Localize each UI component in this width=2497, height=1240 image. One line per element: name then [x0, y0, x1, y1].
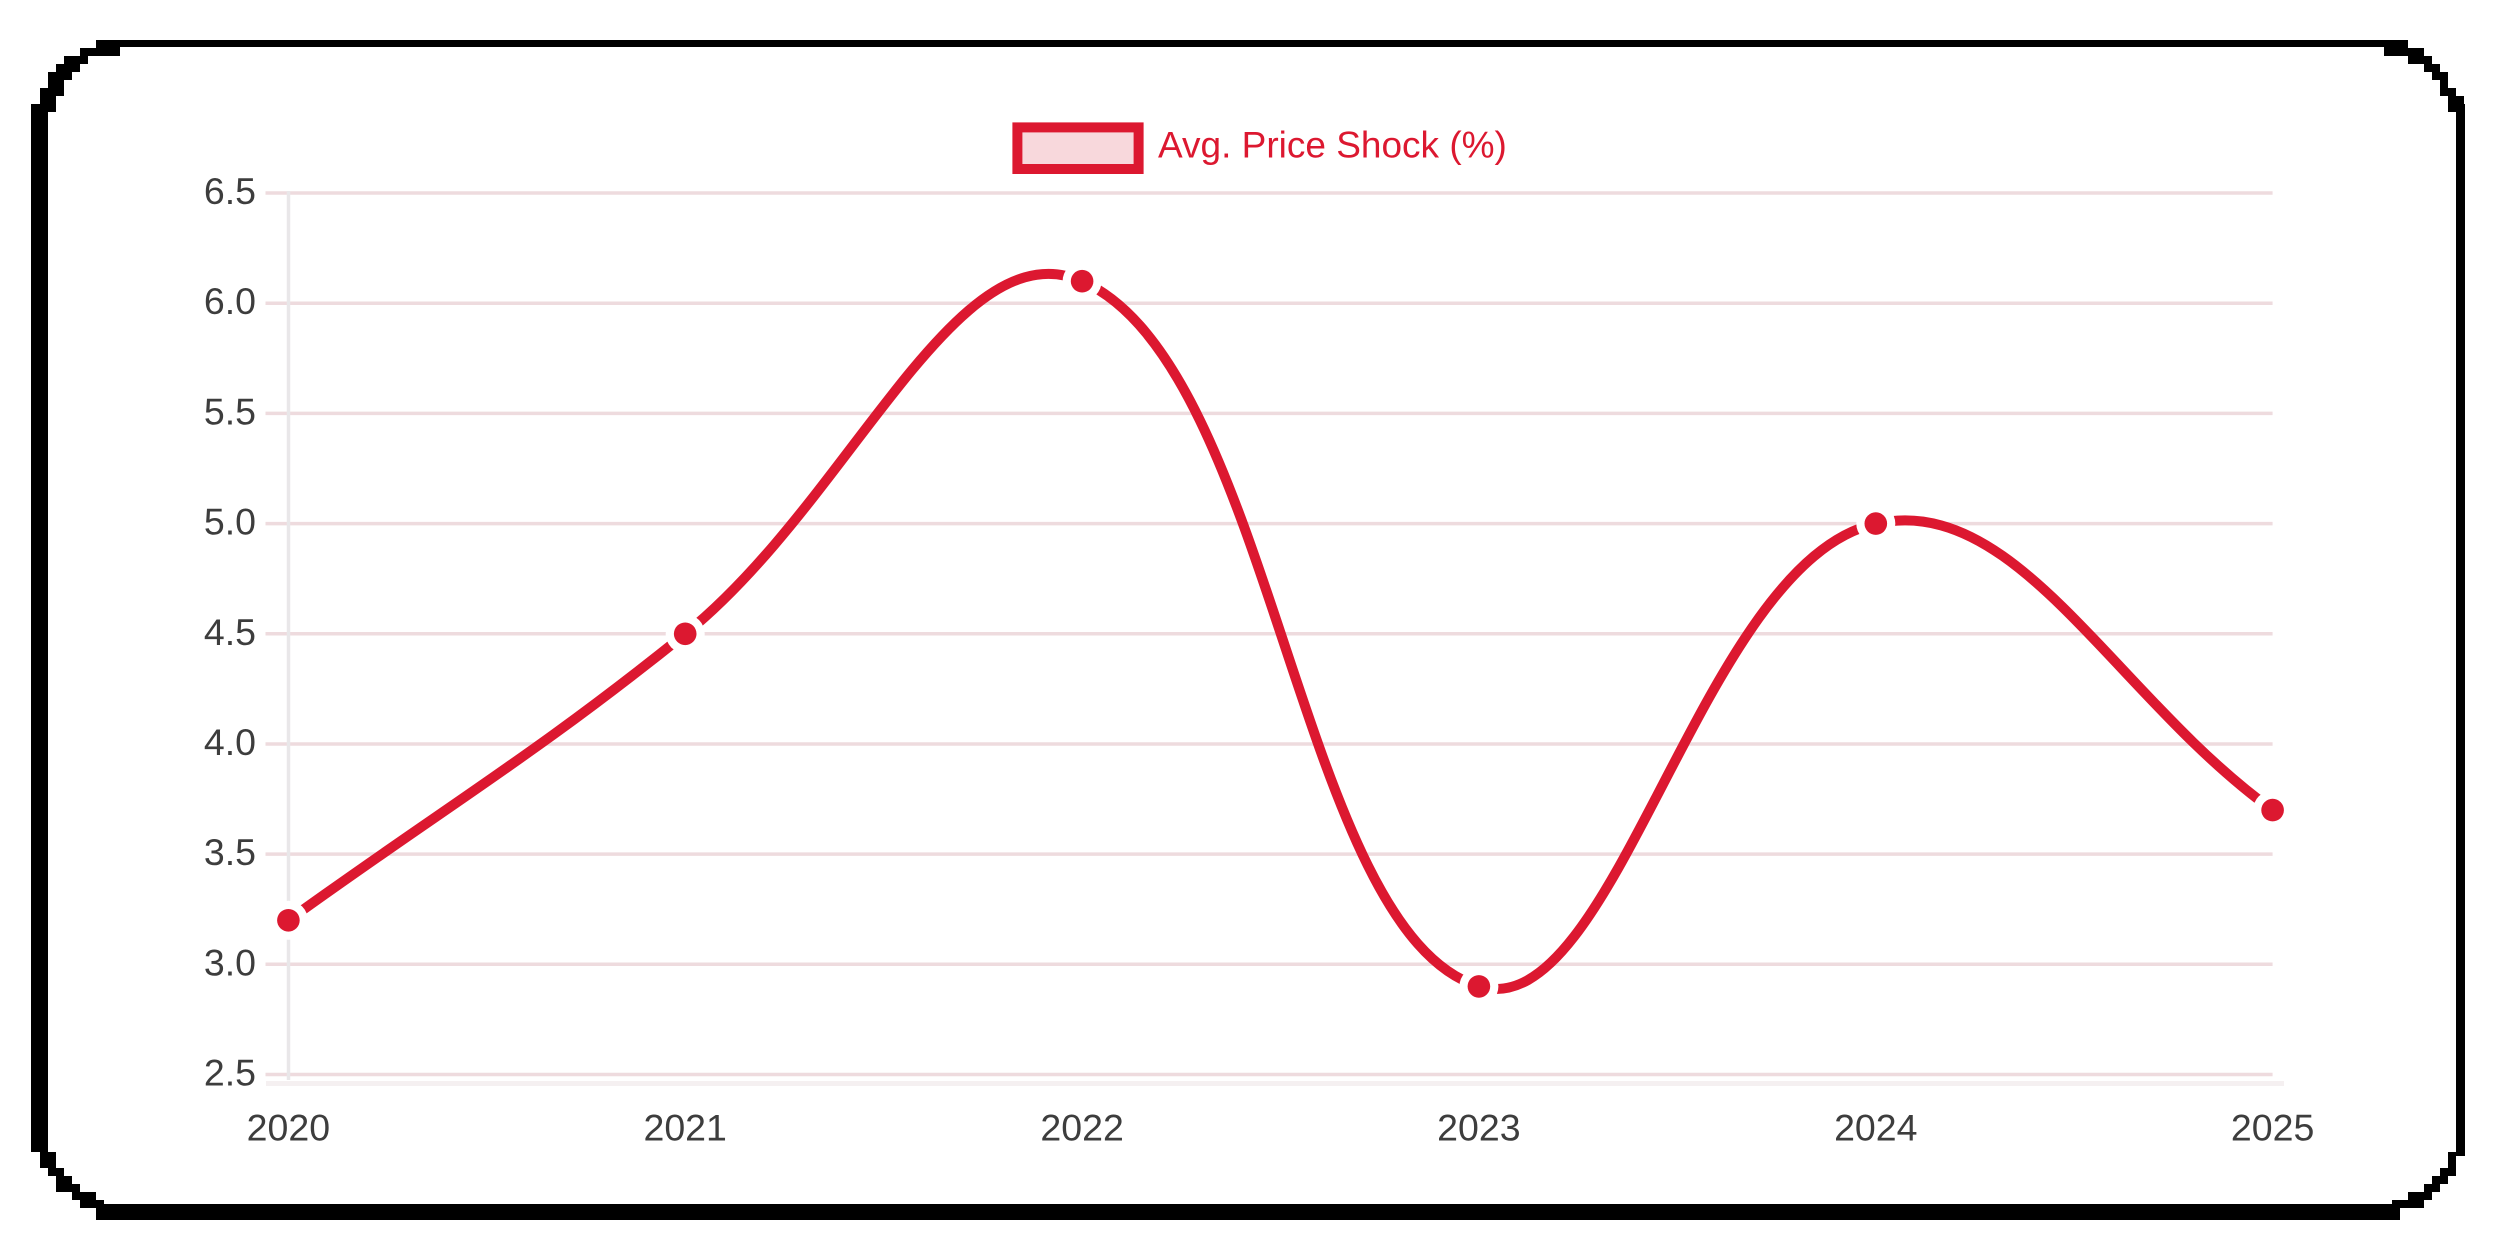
svg-text:5.0: 5.0 — [204, 501, 256, 543]
svg-text:3.5: 3.5 — [204, 831, 256, 873]
svg-text:2025: 2025 — [2231, 1107, 2314, 1149]
svg-text:2023: 2023 — [1437, 1107, 1520, 1149]
svg-text:2020: 2020 — [247, 1107, 330, 1149]
svg-text:Avg. Price Shock (%): Avg. Price Shock (%) — [1158, 125, 1507, 166]
svg-text:6.5: 6.5 — [204, 170, 256, 212]
svg-text:2022: 2022 — [1040, 1107, 1123, 1149]
svg-text:3.0: 3.0 — [204, 941, 256, 983]
svg-text:6.0: 6.0 — [204, 280, 256, 322]
svg-text:5.5: 5.5 — [204, 390, 256, 432]
svg-text:2024: 2024 — [1834, 1107, 1917, 1149]
svg-text:2021: 2021 — [643, 1107, 726, 1149]
svg-text:4.0: 4.0 — [204, 721, 256, 763]
svg-text:2.5: 2.5 — [204, 1052, 256, 1094]
svg-text:4.5: 4.5 — [204, 611, 256, 653]
